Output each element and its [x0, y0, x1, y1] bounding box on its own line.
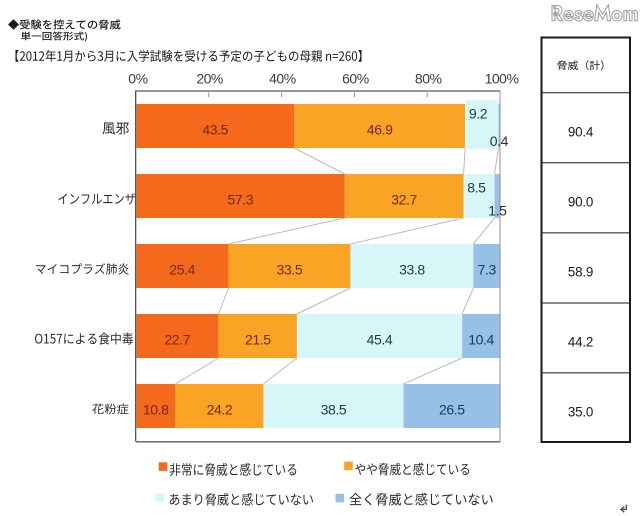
svg-text:7.3: 7.3: [478, 262, 497, 278]
svg-text:22.7: 22.7: [164, 332, 190, 348]
svg-text:38.5: 38.5: [321, 402, 347, 418]
svg-text:24.2: 24.2: [207, 402, 233, 418]
svg-text:20%: 20%: [196, 70, 223, 86]
svg-text:58.9: 58.9: [568, 264, 593, 279]
svg-text:57.3: 57.3: [227, 192, 253, 208]
svg-text:80%: 80%: [415, 70, 442, 86]
svg-text:60%: 60%: [342, 70, 369, 86]
svg-text:0.4: 0.4: [490, 133, 509, 149]
svg-text:90.4: 90.4: [568, 124, 594, 139]
svg-text:25.4: 25.4: [169, 262, 195, 278]
svg-text:0%: 0%: [128, 70, 147, 86]
svg-text:9.2: 9.2: [469, 106, 488, 122]
svg-text:35.0: 35.0: [568, 404, 593, 419]
svg-text:33.5: 33.5: [277, 262, 303, 278]
svg-text:32.7: 32.7: [391, 192, 417, 208]
svg-text:40%: 40%: [269, 70, 296, 86]
svg-text:100%: 100%: [485, 70, 519, 86]
svg-text:33.8: 33.8: [399, 262, 425, 278]
svg-text:10.4: 10.4: [468, 332, 494, 348]
svg-text:43.5: 43.5: [202, 122, 228, 138]
svg-text:45.4: 45.4: [367, 332, 393, 348]
svg-text:44.2: 44.2: [568, 334, 593, 349]
svg-text:26.5: 26.5: [439, 402, 465, 418]
svg-text:8.5: 8.5: [467, 180, 486, 196]
svg-text:46.9: 46.9: [367, 122, 393, 138]
svg-text:1.5: 1.5: [488, 203, 507, 219]
svg-text:21.5: 21.5: [245, 332, 271, 348]
svg-text:10.8: 10.8: [143, 402, 169, 418]
svg-text:90.0: 90.0: [568, 194, 593, 209]
